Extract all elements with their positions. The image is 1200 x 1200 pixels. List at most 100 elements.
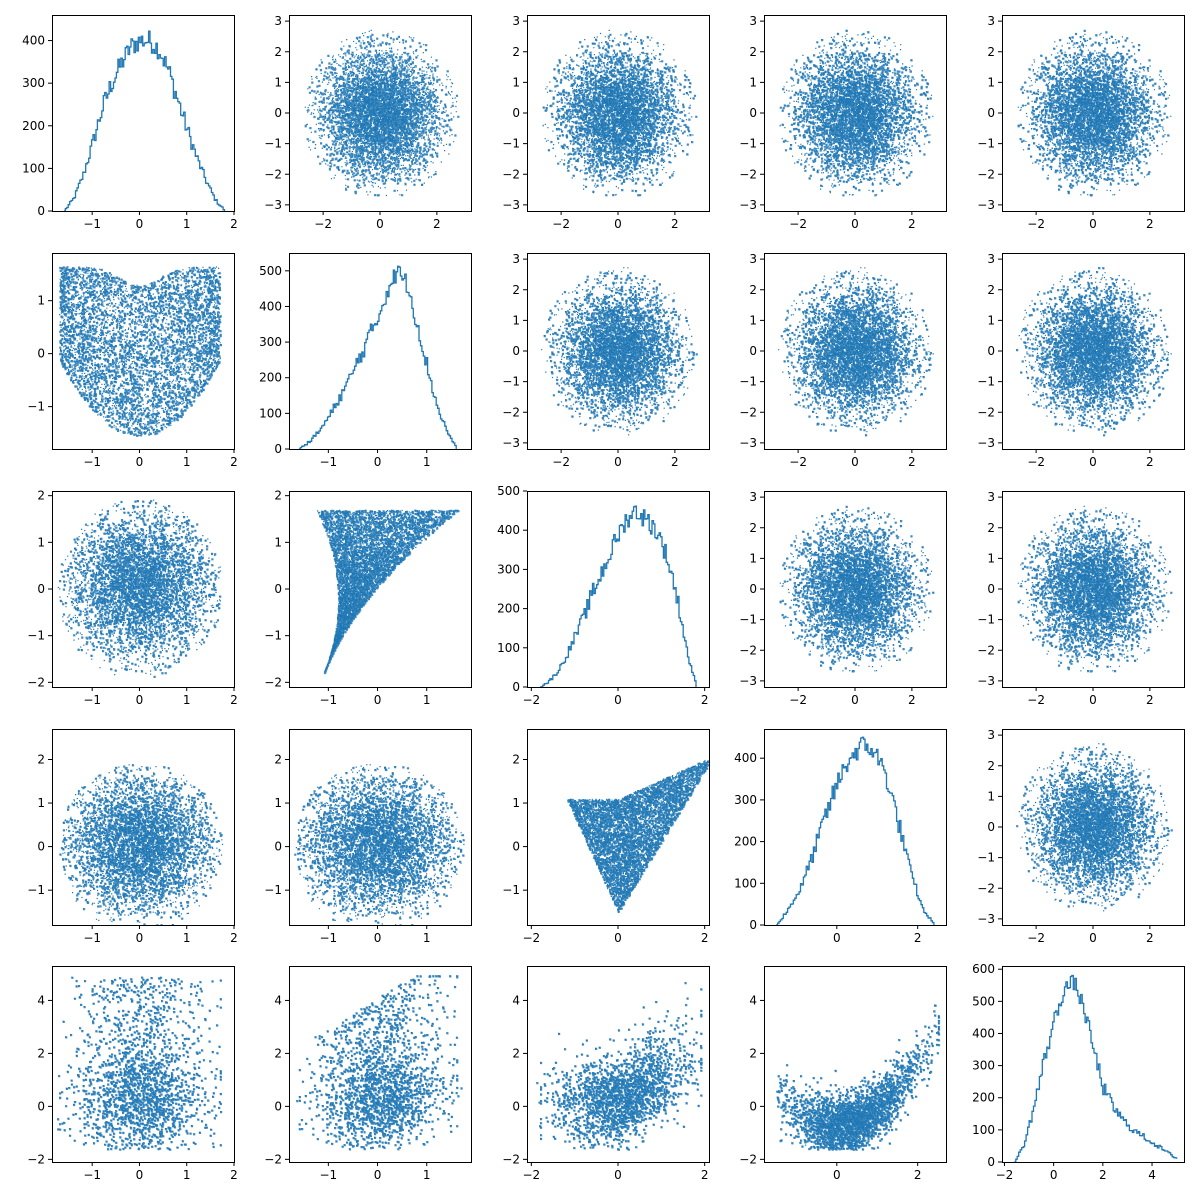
panel-r4c1-ytick-label: 0 <box>274 1099 282 1113</box>
panel-r0c3-marks <box>779 29 934 197</box>
panel-r2c0-xtick-label: 0 <box>136 693 144 707</box>
panel-r4c4-ytick-label: 100 <box>972 1123 995 1137</box>
panel-r2c1-ytick-label: 1 <box>274 535 282 549</box>
panel-r1c3-ytick-label: 3 <box>749 252 757 266</box>
panel-r1c4-marks <box>1016 267 1172 437</box>
panel-r2c0-ytick-label: 1 <box>37 535 45 549</box>
panel-r0c0-marks <box>63 30 226 211</box>
panel-r0c1-ytick-label: −3 <box>264 198 282 212</box>
panel-r2c0-xtick-label: 1 <box>183 693 191 707</box>
panel-r2c1-xtick-label: 0 <box>374 693 382 707</box>
panel-r4c3-ytick-label: −2 <box>739 1152 757 1166</box>
panel-r1c2-xtick-label: 2 <box>671 455 679 469</box>
panel-r1c3-xtick-label: −2 <box>789 455 807 469</box>
panel-r3c0-scatter-core <box>59 764 223 925</box>
panel-r2c1-xtick-label: −1 <box>319 693 337 707</box>
panel-r2c3-xtick-label: 2 <box>908 693 916 707</box>
panel-r1c1-ytick-label: 200 <box>259 371 282 385</box>
panel-r1c1-histogram-line <box>298 265 457 449</box>
panel-r2c3-ytick-label: −2 <box>739 643 757 657</box>
panel-r1c0-xtick-label: −1 <box>83 455 101 469</box>
panel-r1c2-xtick-label: −2 <box>552 455 570 469</box>
panel-r4c2-ytick-label: −2 <box>502 1152 520 1166</box>
panel-r1c0-frame <box>52 253 235 450</box>
panel-r4c3-ytick-label: 0 <box>749 1099 757 1113</box>
panel-r0c2: −2 0 2 −3 −2 −1 0 1 2 3 <box>502 14 710 231</box>
panel-r1c3-scatter-core <box>780 270 932 437</box>
panel-r1c1-xtick-label: 1 <box>423 455 431 469</box>
panel-r1c2-ytick-label: 2 <box>512 283 520 297</box>
panel-r1c4-ytick-label: 1 <box>987 313 995 327</box>
panel-r3c2-ytick-label: 1 <box>512 796 520 810</box>
panel-r1c3-marks <box>778 267 934 437</box>
panel-r2c0-scatter-core <box>59 500 222 678</box>
panel-r1c2-ytick-label: 3 <box>512 252 520 266</box>
panel-r3c3: 0 2 0 100 200 300 400 <box>734 729 947 945</box>
panel-r2c3-ytick-label: −3 <box>739 674 757 688</box>
panel-r1c3-xtick-label: 0 <box>851 455 859 469</box>
panel-r1c4-xtick-label: 0 <box>1089 455 1097 469</box>
panel-r2c1-ytick-label: −2 <box>264 675 282 689</box>
panel-r3c0-xtick-label: 1 <box>183 931 191 945</box>
panel-r0c2-xtick-label: 0 <box>614 217 622 231</box>
panel-r4c1-xtick-label: −1 <box>319 1168 337 1182</box>
panel-r3c1-ytick-label: −1 <box>264 883 282 897</box>
panel-r1c2: −2 0 2 −3 −2 −1 0 1 2 3 <box>502 252 710 469</box>
panel-r4c4-histogram-line <box>1014 974 1178 1162</box>
panel-r3c0-ytick-label: 2 <box>37 752 45 766</box>
panel-r2c4-ytick-label: −1 <box>977 613 995 627</box>
panel-r2c3-ytick-label: 3 <box>749 490 757 504</box>
panel-r1c3-ytick-label: −1 <box>739 375 757 389</box>
panel-r0c4-ytick-label: −2 <box>977 167 995 181</box>
panel-r4c0-ytick-label: 0 <box>37 1099 45 1113</box>
panel-r2c4-ytick-label: −2 <box>977 643 995 657</box>
panel-r1c0-xtick-label: 2 <box>230 455 238 469</box>
panel-r2c0-ytick-label: −1 <box>27 629 45 643</box>
panel-r2c2-xtick-label: 2 <box>701 693 709 707</box>
panel-r1c1-marks <box>298 265 457 449</box>
panel-r4c4-ytick-label: 500 <box>972 994 995 1008</box>
panel-r4c3-scatter-core <box>776 1004 941 1151</box>
panel-r1c3-ytick-label: −3 <box>739 436 757 450</box>
panel-r4c4-ytick-label: 400 <box>972 1026 995 1040</box>
panel-r2c2-ytick-label: 300 <box>497 562 520 576</box>
panel-r4c1: −1 0 1 −2 0 2 4 <box>264 966 472 1182</box>
panel-r3c1-xtick-label: 0 <box>374 931 382 945</box>
panel-r0c1-ytick-label: 3 <box>274 14 282 28</box>
panel-r2c4-scatter-core <box>1017 509 1173 673</box>
panel-r0c1-xtick-label: −2 <box>314 217 332 231</box>
panel-r3c3-xtick-label: 0 <box>833 931 841 945</box>
panel-r2c4-xtick-label: −2 <box>1027 693 1045 707</box>
panel-r4c1-xtick-label: 0 <box>374 1168 382 1182</box>
panel-r3c3-ytick-label: 0 <box>749 918 757 932</box>
panel-r4c0-xtick-label: 1 <box>183 1168 191 1182</box>
panel-r4c0-ytick-label: 4 <box>37 993 45 1007</box>
panel-r0c4-ytick-label: 3 <box>987 14 995 28</box>
panel-r3c4-ytick-label: 1 <box>987 789 995 803</box>
panel-r1c3-ytick-label: 1 <box>749 313 757 327</box>
panel-r2c1-frame <box>289 491 472 688</box>
panel-r2c1-xtick-label: 1 <box>423 693 431 707</box>
panel-r3c1-scatter-core <box>294 766 465 925</box>
panel-r3c1-frame <box>289 729 472 926</box>
panel-r4c4-xtick-label: −2 <box>996 1168 1014 1182</box>
panel-r3c0: −1 0 1 2 −1 0 1 2 <box>27 729 238 945</box>
panel-r0c1-xtick-label: 0 <box>376 217 384 231</box>
panel-r0c3-ytick-label: 2 <box>749 45 757 59</box>
panel-r1c3-xtick-label: 2 <box>908 455 916 469</box>
panel-r1c1: −1 0 1 0 100 200 300 400 500 <box>259 253 472 469</box>
panel-r3c0-marks <box>59 764 224 925</box>
panel-r3c1-marks <box>294 764 465 925</box>
panel-r4c0-ytick-label: 2 <box>37 1046 45 1060</box>
panel-r3c1-xtick-label: −1 <box>319 931 337 945</box>
panel-r2c4-ytick-label: 3 <box>987 490 995 504</box>
panel-r0c0: −1 0 1 2 0 100 200 300 400 <box>22 15 238 231</box>
panel-r4c2: −2 0 2 −2 0 2 4 <box>502 966 710 1182</box>
panel-r0c0-histogram-line <box>63 30 226 211</box>
panel-r2c1-scatter-core <box>319 509 460 675</box>
panel-r2c2-histogram-line <box>540 505 697 687</box>
panel-r0c1-scatter-core <box>304 33 460 197</box>
panel-r0c4-marks <box>1017 29 1172 197</box>
panel-r2c0-marks <box>57 499 222 678</box>
